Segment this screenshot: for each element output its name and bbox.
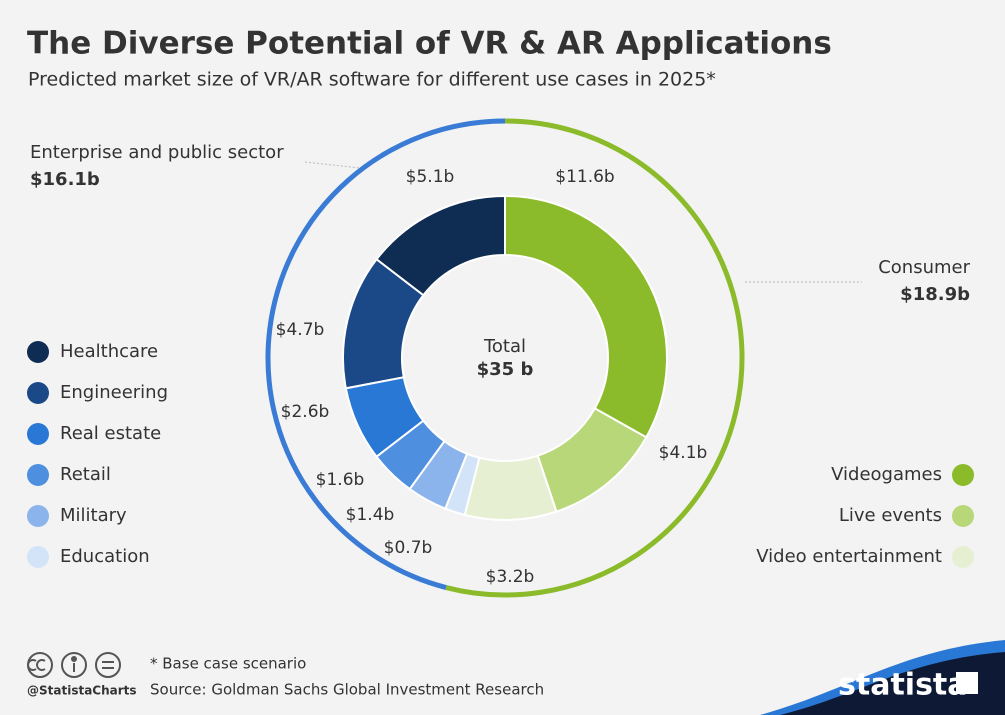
legend-swatch	[952, 546, 974, 568]
total-value: $35 b	[477, 359, 534, 380]
legend-swatch	[27, 423, 49, 445]
group-value: $18.9b	[900, 284, 970, 305]
legend-swatch	[952, 464, 974, 486]
legend-label: Military	[60, 505, 127, 526]
group-value: $16.1b	[30, 169, 100, 190]
legend-swatch	[952, 505, 974, 527]
value-label: $5.1b	[406, 167, 455, 187]
donut-segment	[375, 194, 506, 297]
credit: @StatistaCharts	[27, 684, 137, 698]
value-label: $0.7b	[384, 538, 433, 558]
legend-swatch	[27, 505, 49, 527]
legend-label: Live events	[839, 505, 942, 526]
legend-label: Engineering	[60, 382, 168, 403]
legend-swatch	[27, 382, 49, 404]
value-label: $1.4b	[346, 505, 395, 525]
legend-swatch	[27, 341, 49, 363]
donut-segment	[408, 439, 469, 510]
legend-label: Retail	[60, 464, 111, 485]
legend-swatch	[27, 546, 49, 568]
donut-segment	[504, 194, 668, 439]
value-label: $1.6b	[316, 470, 365, 490]
note: * Base case scenario	[150, 655, 306, 673]
license-icons	[27, 652, 121, 678]
group-arc	[445, 118, 745, 598]
donut-segment	[375, 419, 446, 491]
value-label: $4.7b	[276, 320, 325, 340]
legend-label: Videogames	[831, 464, 942, 485]
group-name: Consumer	[878, 257, 970, 278]
chart-title: The Diverse Potential of VR & AR Applica…	[27, 26, 832, 62]
brand: statista	[838, 668, 968, 703]
brand-band	[780, 652, 1005, 715]
donut-segment	[444, 452, 481, 517]
value-label: $4.1b	[659, 443, 708, 463]
brand-icon	[956, 672, 978, 694]
donut-segment	[344, 376, 425, 459]
value-label: $11.6b	[555, 167, 614, 187]
group-name: Enterprise and public sector	[30, 142, 284, 163]
source: Source: Goldman Sachs Global Investment …	[150, 681, 544, 699]
legend-swatch	[27, 464, 49, 486]
group-arc	[265, 118, 506, 590]
chart-subtitle: Predicted market size of VR/AR software …	[28, 69, 716, 91]
total-label: Total	[483, 336, 526, 357]
legend-label: Education	[60, 546, 150, 567]
legend-label: Real estate	[60, 423, 161, 444]
leader-line	[304, 161, 361, 169]
legend-label: Healthcare	[60, 341, 158, 362]
value-label: $3.2b	[486, 567, 535, 587]
donut-segment	[342, 257, 425, 390]
legend-label: Video entertainment	[756, 546, 942, 567]
value-label: $2.6b	[281, 402, 330, 422]
